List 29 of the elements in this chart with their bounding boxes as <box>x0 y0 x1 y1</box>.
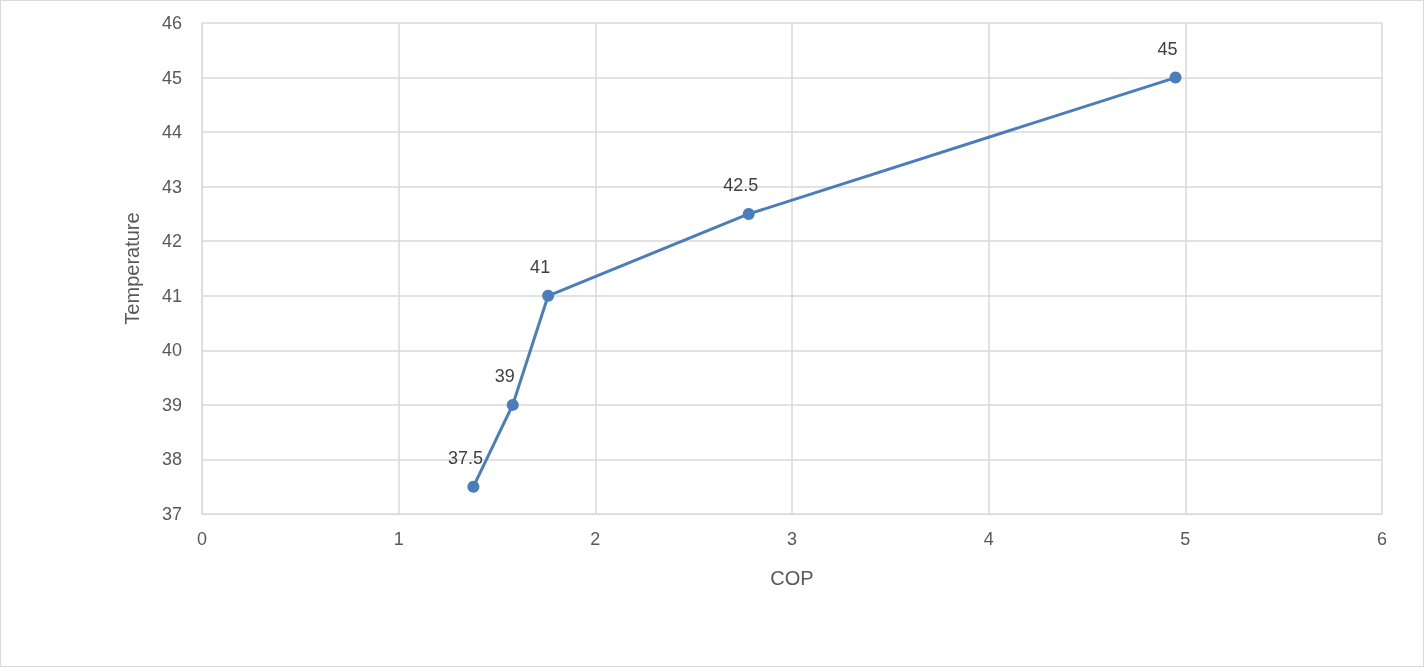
y-tick-label: 43 <box>161 176 182 197</box>
data-label: 45 <box>1157 38 1178 59</box>
point <box>1169 71 1182 84</box>
point <box>542 289 555 302</box>
x-tick-label: 1 <box>393 529 404 549</box>
x-axis-title: COP <box>770 567 814 589</box>
y-tick-label: 41 <box>161 285 182 306</box>
y-tick-label: 37 <box>161 504 182 524</box>
y-tick-label: 38 <box>161 449 182 470</box>
x-tick-label: 2 <box>590 529 601 549</box>
y-tick-label: 39 <box>161 394 182 415</box>
y-tick-label: 44 <box>161 122 182 143</box>
point <box>467 480 480 493</box>
y-tick-label: 42 <box>161 231 182 252</box>
y-axis-title: Temperature <box>121 212 143 325</box>
x-tick-label: 6 <box>1376 529 1388 549</box>
y-tick-label: 46 <box>161 13 182 33</box>
point <box>506 398 519 411</box>
data-label: 41 <box>530 256 551 277</box>
x-tick-label: 0 <box>196 529 208 549</box>
data-label: 42.5 <box>723 174 759 195</box>
data-label: 39 <box>494 365 515 386</box>
y-tick-label: 40 <box>161 340 182 361</box>
x-tick-label: 4 <box>983 529 994 549</box>
y-tick-label: 45 <box>161 67 182 88</box>
x-tick-label: 5 <box>1180 529 1191 549</box>
x-tick-label: 3 <box>786 529 798 549</box>
point <box>742 207 755 220</box>
data-label: 37.5 <box>447 447 483 468</box>
